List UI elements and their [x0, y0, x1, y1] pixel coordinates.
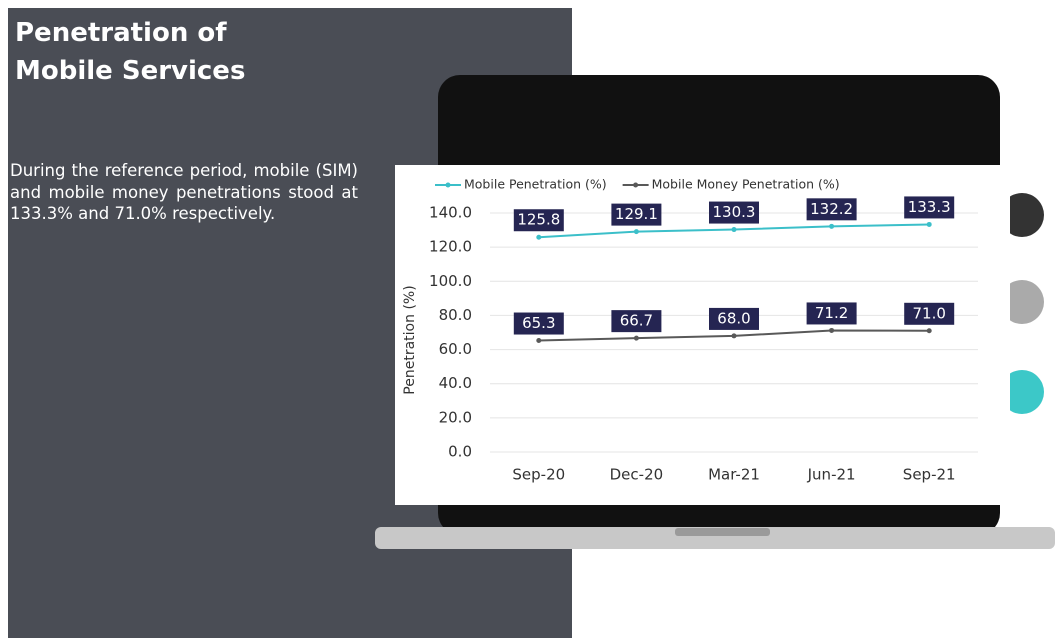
- label-box: [611, 310, 662, 333]
- point: [731, 333, 737, 339]
- label-box: [513, 209, 564, 232]
- description: During the reference period, mobile (SIM…: [10, 161, 358, 223]
- x-tick-label: Dec-20: [610, 466, 664, 484]
- legend-marker: [445, 182, 451, 188]
- x-tick-label: Sep-20: [512, 466, 565, 484]
- data-label: 71.0: [912, 304, 945, 322]
- y-axis-label: Penetration (%): [402, 285, 418, 394]
- point: [926, 328, 932, 334]
- y-tick-label: 100.0: [429, 272, 472, 290]
- point: [536, 338, 542, 344]
- y-tick-label: 0.0: [448, 443, 472, 461]
- label-box: [709, 201, 759, 224]
- data-label: 125.8: [517, 211, 560, 229]
- point: [829, 223, 835, 229]
- label-box: [806, 302, 857, 325]
- data-label: 129.1: [615, 205, 658, 223]
- x-tick-label: Jun-21: [807, 466, 856, 484]
- x-tick-label: Sep-21: [903, 466, 956, 484]
- slide-title: Penetration of Mobile Services: [15, 18, 246, 86]
- x-tick-label: Mar-21: [708, 466, 760, 484]
- label-box: [904, 196, 955, 219]
- data-label: 68.0: [717, 309, 750, 327]
- label-box: [611, 203, 662, 226]
- laptop-notch: [675, 528, 770, 536]
- y-tick-label: 120.0: [429, 238, 472, 256]
- chart-area: [395, 165, 1010, 505]
- point: [829, 327, 835, 333]
- y-tick-label: 60.0: [439, 340, 472, 358]
- point: [731, 227, 737, 233]
- y-tick-label: 40.0: [439, 374, 472, 392]
- icon: [1000, 193, 1044, 237]
- data-label: 132.2: [810, 200, 853, 218]
- y-tick-label: 80.0: [439, 306, 472, 324]
- point: [633, 335, 639, 341]
- y-tick-label: 140.0: [429, 204, 472, 222]
- data-label: 71.2: [815, 304, 848, 322]
- point: [926, 221, 932, 227]
- data-label: 65.3: [522, 314, 555, 332]
- data-label: 130.3: [713, 203, 756, 221]
- legend-marker: [633, 182, 639, 188]
- laptop-base: [375, 527, 1055, 549]
- icon: [1000, 370, 1044, 414]
- label-box: [806, 198, 857, 221]
- data-label: 66.7: [620, 312, 653, 330]
- label-box: [709, 307, 759, 330]
- label-box: [904, 302, 955, 325]
- label-box: [513, 312, 564, 335]
- data-label: 133.3: [908, 198, 951, 216]
- legend-label: Mobile Penetration (%): [464, 177, 607, 192]
- y-tick-label: 20.0: [439, 408, 472, 426]
- point: [536, 234, 542, 240]
- point: [633, 229, 639, 235]
- icon: [1000, 280, 1044, 324]
- legend-label: Mobile Money Penetration (%): [652, 177, 840, 192]
